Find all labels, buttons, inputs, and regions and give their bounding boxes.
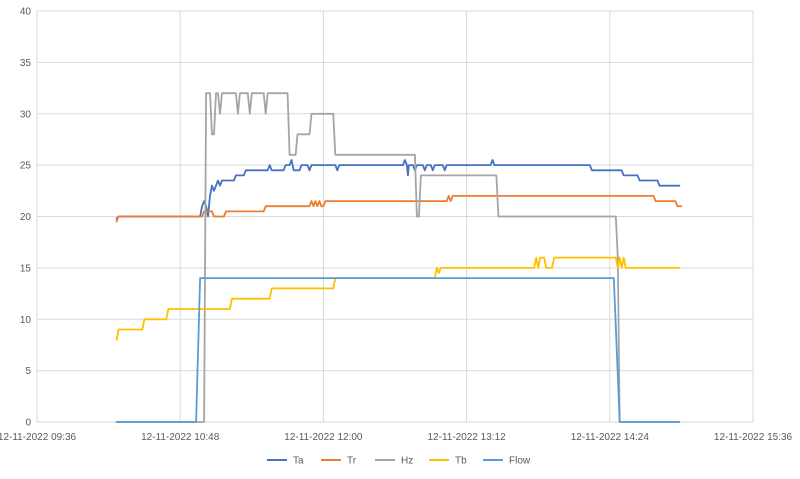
y-axis: 0 5 10 15 20 25 30 35 40 <box>20 7 32 429</box>
x-axis: 12-11-2022 09:36 12-11-2022 10:48 12-11-20… <box>0 432 793 443</box>
y-tick-label: 5 <box>25 366 31 377</box>
y-tick-label: 40 <box>20 7 32 18</box>
legend-item-tr: Tr <box>321 456 357 467</box>
x-tick-label: 12-11-2022 09:36 <box>0 432 77 443</box>
y-tick-label: 35 <box>20 58 32 69</box>
y-tick-label: 30 <box>20 109 32 120</box>
legend-label: Tr <box>347 456 357 467</box>
y-tick-label: 15 <box>20 263 32 274</box>
legend-label: Flow <box>509 456 531 467</box>
y-tick-label: 0 <box>25 418 31 429</box>
x-tick-label: 12-11-2022 12:00 <box>284 432 363 443</box>
series-line-tr <box>115 194 683 223</box>
x-tick-label: 12-11-2022 10:48 <box>141 432 220 443</box>
series-line-flow <box>115 277 681 423</box>
x-tick-label: 12-11-2022 14:24 <box>571 432 650 443</box>
y-tick-label: 25 <box>20 161 32 172</box>
legend-label: Tb <box>455 456 467 467</box>
series-line-tb <box>115 256 681 341</box>
legend-item-ta: Ta <box>267 456 304 467</box>
legend-label: Hz <box>401 456 413 467</box>
legend-item-tb: Tb <box>429 456 467 467</box>
legend-label: Ta <box>293 456 304 467</box>
legend-item-flow: Flow <box>483 456 531 467</box>
x-tick-label: 12-11-2022 13:12 <box>427 432 506 443</box>
legend: Ta Tr Hz Tb Flow <box>267 456 531 467</box>
y-tick-label: 10 <box>20 315 32 326</box>
y-tick-label: 20 <box>20 212 32 223</box>
series-line-hz <box>115 92 681 423</box>
x-tick-label: 12-11-2022 15:36 <box>714 432 793 443</box>
series-line-ta <box>115 159 681 220</box>
legend-item-hz: Hz <box>375 456 413 467</box>
series-lines <box>115 92 683 423</box>
